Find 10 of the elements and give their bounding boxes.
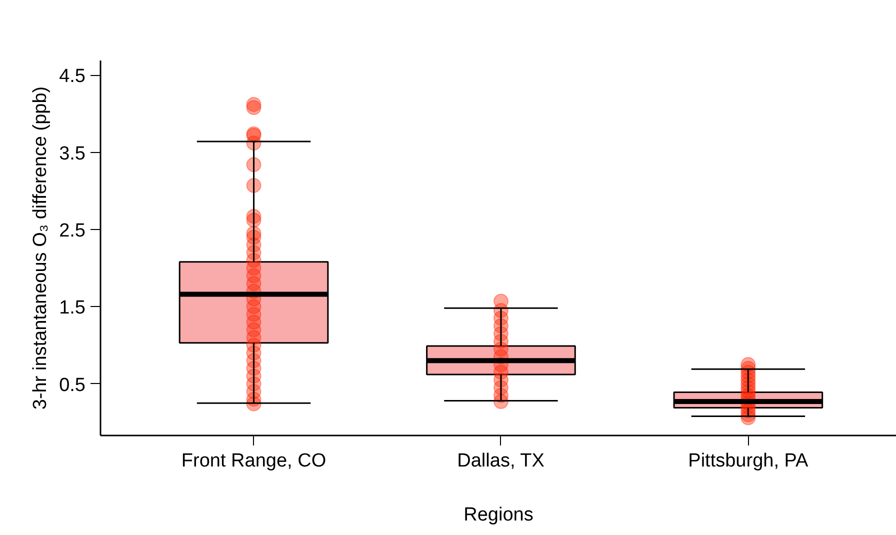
y-tick-label: 1.5 (59, 298, 86, 319)
y-tick-label: 2.5 (59, 220, 86, 242)
y-axis-title: 3-hr instantaneous O₃ difference (ppb) (30, 86, 52, 410)
y-tick-label: 4.5 (59, 66, 86, 88)
y-tick-label: 0.5 (59, 374, 86, 396)
x-tick-label: Dallas, TX (457, 450, 545, 472)
x-tick-label: Pittsburgh, PA (688, 450, 809, 472)
x-tick-label: Front Range, CO (181, 450, 326, 472)
x-axis-title: Regions (464, 504, 534, 526)
y-tick-label: 3.5 (59, 143, 86, 164)
